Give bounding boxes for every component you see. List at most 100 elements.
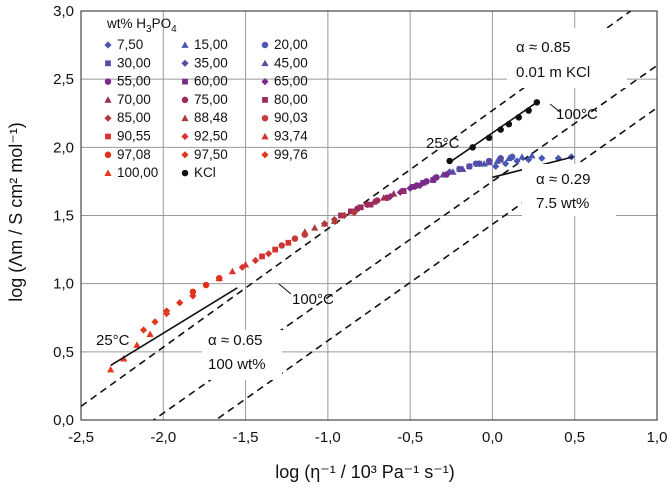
legend-marker (104, 169, 112, 176)
data-point (446, 157, 453, 165)
annotation-100c-acid: 100°C (292, 291, 334, 308)
data-point (265, 250, 273, 258)
legend-marker (181, 59, 189, 67)
legend-marker (182, 78, 188, 85)
legend-label: 92,50 (194, 129, 228, 144)
legend-label: 70,00 (117, 92, 151, 107)
annotation-conc-100: 100 wt% (208, 356, 266, 373)
legend-marker (181, 151, 189, 159)
data-point (357, 204, 364, 211)
data-point (416, 181, 424, 190)
legend-marker (104, 41, 112, 49)
legend: wt% H3PO4 7,50 15,00 20,00 30,00 35,00 45,00 5… (104, 16, 308, 180)
data-point (202, 281, 210, 289)
data-point (513, 157, 521, 165)
legend-marker (262, 97, 268, 103)
y-tick-label: 2,5 (53, 71, 74, 88)
legend-marker (261, 132, 269, 140)
legend-label: 97,50 (194, 147, 228, 162)
data-point (162, 310, 171, 318)
annotation-alpha-100: α ≈ 0.65 (208, 332, 262, 349)
legend-marker (104, 151, 112, 159)
data-point (528, 151, 536, 159)
annotation-conc-75: 7.5 wt% (536, 195, 589, 212)
y-tick-label: 0,5 (53, 344, 74, 361)
reference-line-alpha-0.85 (152, 64, 657, 420)
data-point (373, 197, 381, 204)
data-point (465, 162, 473, 171)
annotation-alpha-75: α ≈ 0.29 (536, 171, 590, 188)
data-point (406, 184, 414, 192)
y-tick-label: 2,0 (53, 139, 74, 156)
data-point (475, 160, 483, 168)
legend-marker (261, 114, 269, 122)
annotation-25c-acid: 25°C (96, 332, 130, 349)
x-axis-label: log (η⁻¹ / 10³ Pa⁻¹ s⁻¹) (275, 462, 455, 482)
legend-marker (105, 60, 111, 67)
legend-label: KCl (194, 165, 216, 180)
data-point (501, 160, 510, 168)
data-point (348, 208, 354, 215)
data-point (189, 288, 197, 296)
legend-label: 65,00 (274, 74, 308, 89)
data-point (390, 190, 398, 197)
y-tick-label: 1,0 (53, 276, 74, 293)
legend-marker (181, 169, 189, 177)
data-point (272, 246, 279, 253)
y-tick-label: 1,5 (53, 208, 74, 225)
legend-marker (104, 78, 112, 85)
data-point (518, 153, 526, 160)
data-point (146, 330, 154, 337)
x-tick-label: 1,0 (647, 429, 668, 446)
legend-label: 90,55 (117, 129, 151, 144)
data-point (340, 211, 348, 220)
legend-marker (261, 59, 269, 67)
annotation-bg-100 (202, 330, 282, 380)
data-point (420, 179, 427, 186)
legend-label: 60,00 (194, 74, 228, 89)
legend-title: wt% H3PO4 (106, 16, 177, 35)
annotation-bg-75 (522, 164, 616, 216)
legend-marker (181, 41, 189, 48)
data-point (228, 267, 237, 275)
x-tick-label: -1,0 (315, 429, 341, 446)
tick-labels: -2,5 -2,0 -1,5 -1,0 -0,5 0,0 0,5 1,0 0,0 0,5 1,0 1,… (53, 3, 667, 446)
data-point (399, 187, 408, 194)
annotation-conc-kcl: 0.01 m KCl (516, 64, 590, 81)
x-tick-label: -0,5 (397, 429, 423, 446)
data-point (311, 224, 319, 231)
legend-label: 35,00 (194, 55, 228, 70)
x-tick-label: 0,0 (482, 429, 503, 446)
legend-marker (104, 96, 112, 103)
annotation-alpha-kcl: α ≈ 0.85 (516, 39, 570, 56)
legend-label: 75,00 (194, 92, 228, 107)
x-tick-label: -2,5 (68, 429, 94, 446)
legend-label: 90,03 (274, 110, 308, 125)
data-point (133, 341, 141, 348)
data-point (189, 292, 197, 300)
data-point (410, 183, 417, 190)
data-point (383, 194, 391, 202)
legend-label: 20,00 (274, 37, 308, 52)
x-tick-label: -2,0 (150, 429, 176, 446)
legend-marker (261, 78, 269, 86)
data-point (486, 159, 493, 166)
data-point (497, 156, 504, 163)
legend-label: 15,00 (194, 37, 228, 52)
data-point (330, 217, 339, 224)
legend-label: 45,00 (274, 55, 308, 70)
leader-100c-acid (278, 283, 292, 295)
data-point (301, 231, 309, 238)
data-point (367, 201, 374, 208)
data-point (176, 299, 184, 307)
legend-marker (261, 41, 269, 49)
data-point (278, 242, 286, 249)
fit-lines (110, 101, 574, 367)
legend-label: 30,00 (117, 55, 151, 70)
annotation-100c-kcl: 100°C (556, 106, 598, 123)
data-point (430, 177, 437, 183)
legend-label: 97,08 (117, 147, 151, 162)
data-point (525, 156, 533, 164)
data-point (449, 168, 457, 175)
